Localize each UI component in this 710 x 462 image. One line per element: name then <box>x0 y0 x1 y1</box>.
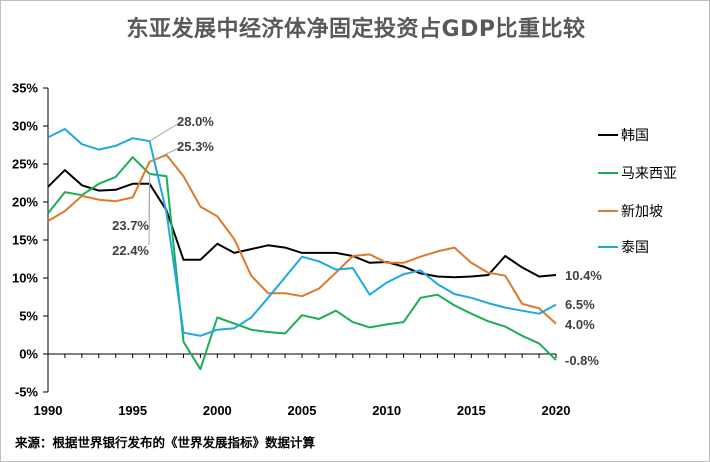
chart-title: 东亚发展中经济体净固定投资占GDP比重比较 <box>126 17 586 42</box>
end-value-label: 10.4% <box>565 268 602 283</box>
x-tick-label: 2010 <box>372 403 401 418</box>
end-value-label: -0.8% <box>565 353 599 368</box>
source-note: 来源：根据世界银行发布的《世界发展指标》数据计算 <box>15 435 316 450</box>
annotation-label: 28.0% <box>177 114 214 129</box>
x-tick-label: 2000 <box>203 403 232 418</box>
series-line-1 <box>47 156 557 371</box>
y-tick-label: 10% <box>12 271 38 286</box>
series-line-0 <box>47 169 557 279</box>
series-line-3 <box>47 128 557 337</box>
legend-label: 泰国 <box>621 240 649 256</box>
legend-label: 马来西亚 <box>621 166 677 182</box>
series-line-2 <box>47 153 557 325</box>
x-tick-label: 1995 <box>118 403 147 418</box>
x-tick-label: 2005 <box>288 403 317 418</box>
x-tick-label: 1990 <box>34 403 63 418</box>
x-tick-label: 2015 <box>457 403 486 418</box>
annotation-label: 22.4% <box>112 243 149 258</box>
y-tick-label: 30% <box>12 119 38 134</box>
y-tick-label: 25% <box>12 157 38 172</box>
end-value-label: 4.0% <box>565 317 595 332</box>
annotation-leader <box>148 183 151 246</box>
annotation-label: 25.3% <box>177 139 214 154</box>
annotation-label: 23.7% <box>112 218 149 233</box>
y-tick-label: -5% <box>15 385 39 400</box>
y-tick-label: 35% <box>12 81 38 96</box>
end-value-label: 6.5% <box>565 297 595 312</box>
y-tick-label: 0% <box>19 347 38 362</box>
y-tick-label: 5% <box>19 309 38 324</box>
annotation-leader <box>149 122 180 142</box>
legend-label: 韩国 <box>621 128 649 144</box>
annotation-leader <box>149 147 180 163</box>
x-tick-label: 2020 <box>542 403 571 418</box>
legend-label: 新加坡 <box>621 204 663 220</box>
y-tick-label: 15% <box>12 233 38 248</box>
y-tick-label: 20% <box>12 195 38 210</box>
